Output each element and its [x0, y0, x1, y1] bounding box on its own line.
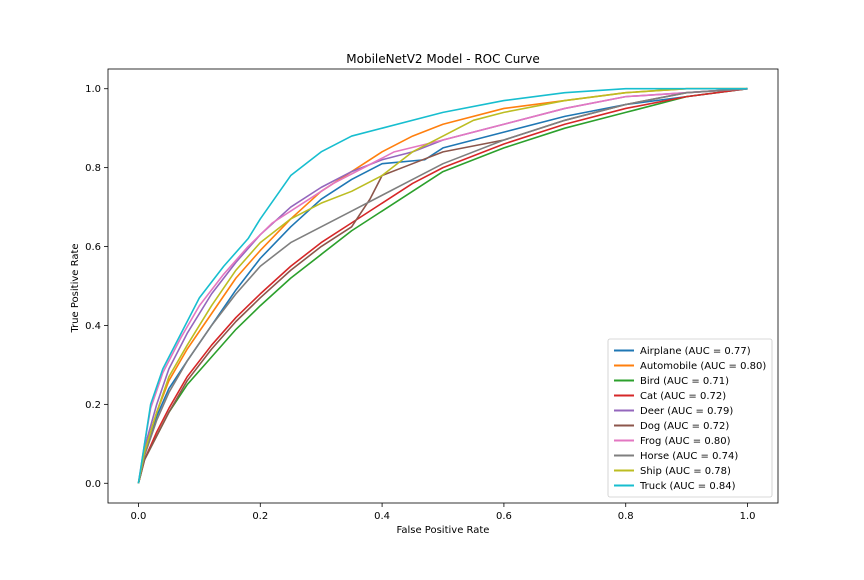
- series-line-9: [137, 87, 748, 484]
- y-tick-label-4: 0.8: [85, 163, 101, 174]
- x-tick-label-5: 1.0: [740, 511, 756, 522]
- legend-label-4: Deer (AUC = 0.79): [640, 406, 733, 417]
- legend-label-9: Truck (AUC = 0.84): [639, 481, 736, 492]
- legend-label-7: Horse (AUC = 0.74): [640, 451, 738, 462]
- plot-area: 0.0 0.2 0.4 0.6 0.8 1.0 0.0 0.2 0.4 0.6 0.8 1.0: [85, 68, 779, 522]
- legend-label-0: Airplane (AUC = 0.77): [640, 346, 751, 357]
- series-line-8: [137, 87, 748, 484]
- y-tick-label-5: 1.0: [85, 84, 101, 95]
- legend-label-2: Bird (AUC = 0.71): [640, 376, 729, 387]
- series-line-0: [137, 87, 748, 484]
- legend-label-5: Dog (AUC = 0.72): [640, 421, 729, 432]
- chart-title: MobileNetV2 Model - ROC Curve: [346, 52, 539, 66]
- x-tick-label-0: 0.0: [131, 511, 147, 522]
- axes-frame: [107, 68, 779, 504]
- legend: Airplane (AUC = 0.77) Automobile (AUC = 0…: [607, 338, 773, 498]
- x-tick-label-4: 0.8: [618, 511, 634, 522]
- series-lines: [137, 87, 748, 484]
- y-tick-label-3: 0.6: [85, 242, 101, 253]
- y-axis-label: True Positive Rate: [70, 243, 81, 333]
- legend-box: [607, 338, 773, 498]
- x-tick-label-3: 0.6: [496, 511, 512, 522]
- x-tick-label-2: 0.4: [374, 511, 390, 522]
- series-line-3: [137, 87, 748, 484]
- x-axis-label: False Positive Rate: [397, 525, 490, 536]
- legend-label-3: Cat (AUC = 0.72): [640, 391, 726, 402]
- y-tick-label-1: 0.2: [85, 400, 101, 411]
- legend-label-6: Frog (AUC = 0.80): [640, 436, 731, 447]
- legend-label-1: Automobile (AUC = 0.80): [640, 361, 766, 372]
- legend-label-8: Ship (AUC = 0.78): [640, 466, 731, 477]
- y-tick-label-2: 0.4: [85, 321, 101, 332]
- series-line-6: [137, 87, 748, 484]
- y-tick-label-0: 0.0: [85, 479, 101, 490]
- series-line-7: [137, 87, 748, 484]
- x-tick-label-1: 0.2: [252, 511, 268, 522]
